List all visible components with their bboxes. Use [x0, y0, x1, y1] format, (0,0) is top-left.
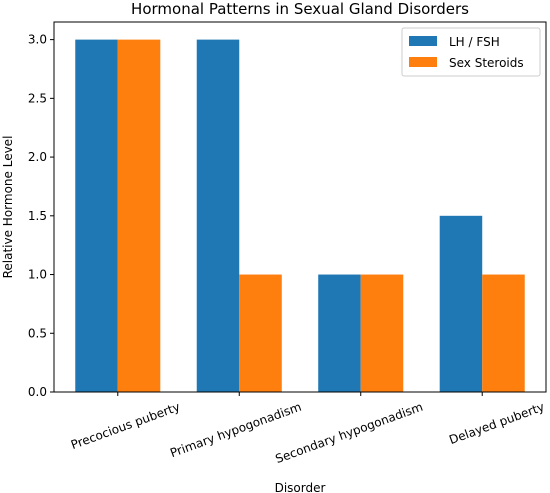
x-tick-label: Precocious puberty [69, 400, 182, 452]
y-tick-label: 0.5 [28, 326, 47, 340]
bar-sex-steroids-3 [482, 274, 525, 392]
bar-lh-fsh-2 [318, 274, 361, 392]
plot-frame [53, 21, 547, 393]
x-axis-label: Disorder [275, 481, 326, 493]
legend-label: Sex Steroids [449, 56, 524, 70]
bar-sex-steroids-1 [239, 274, 282, 392]
legend-label: LH / FSH [449, 35, 500, 49]
bar-lh-fsh-3 [439, 215, 483, 392]
y-tick-label: 3.0 [28, 33, 47, 47]
chart-title: Hormonal Patterns in Sexual Gland Disord… [131, 0, 469, 18]
legend-swatch [409, 36, 437, 46]
y-axis: 0.0 0.5 1.0 1.5 2.0 2.5 3.0 [28, 33, 54, 399]
y-tick-label: 1.0 [28, 268, 47, 282]
legend: LH / FSH Sex Steroids [401, 27, 541, 77]
y-tick-label: 2.5 [28, 91, 47, 105]
bar-lh-fsh-1 [196, 39, 240, 392]
y-tick-label: 1.5 [28, 209, 47, 223]
y-tick-label: 2.0 [28, 150, 47, 164]
x-tick-label: Delayed puberty [447, 400, 546, 447]
bar-lh-fsh-0 [75, 39, 118, 392]
bars [75, 39, 525, 392]
legend-swatch [409, 57, 437, 67]
bar-sex-steroids-0 [117, 39, 161, 392]
y-tick-label: 0.0 [28, 385, 47, 399]
bar-sex-steroids-2 [360, 274, 404, 392]
y-axis-label: Relative Hormone Level [1, 136, 15, 279]
